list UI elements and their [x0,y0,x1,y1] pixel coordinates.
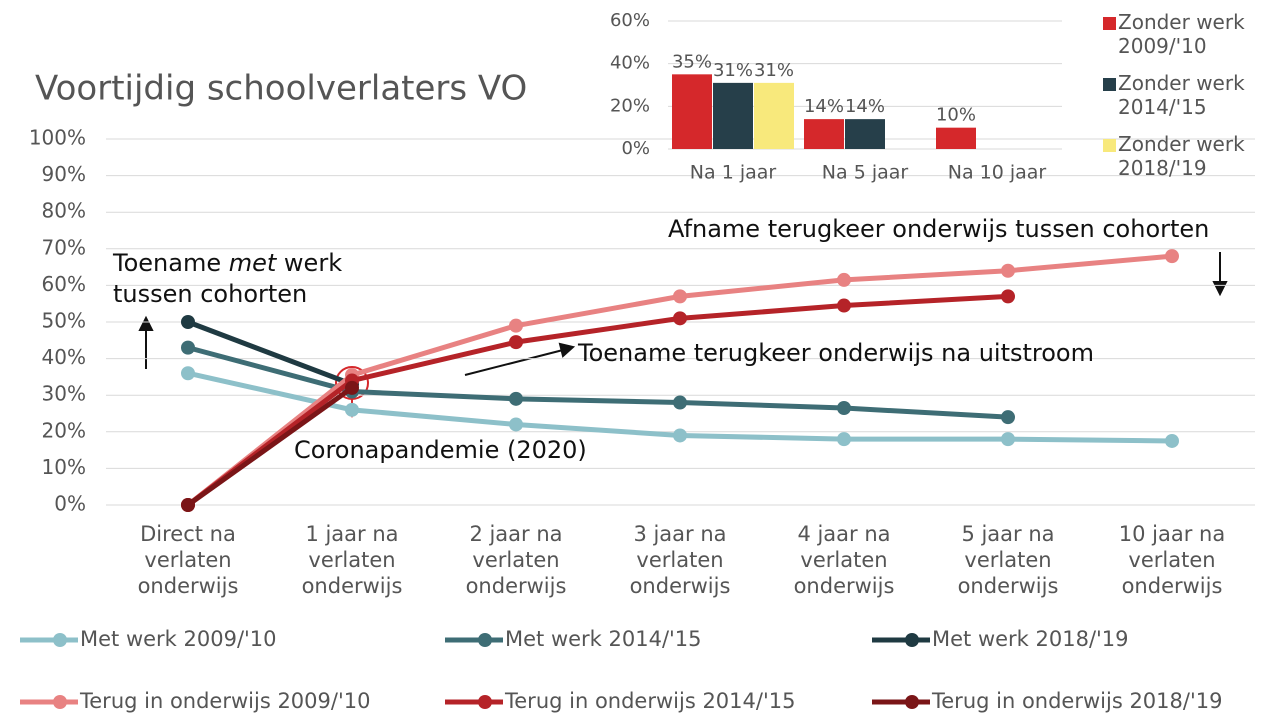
data-point [1001,432,1015,447]
value-label: 31% [713,60,753,81]
legend-label: Met werk 2014/'15 [505,627,702,651]
x-tick-label: 10 jaar na verlaten onderwijs [1118,522,1226,598]
bar [754,82,794,149]
legend-swatch [478,695,492,709]
data-point [509,318,523,333]
annotation: Afname terugkeer onderwijs tussen cohort… [668,215,1210,243]
bar [845,119,885,149]
y-tick-label: 60% [610,10,650,31]
value-label: 14% [845,96,885,117]
data-point [673,428,687,443]
legend-swatch [1103,139,1116,152]
series-line [186,385,354,508]
series-line [187,345,1009,420]
data-point [673,289,687,304]
x-tick-label: 3 jaar na verlaten onderwijs [629,522,731,598]
series-line [186,293,1009,507]
annotation: Toename met werk tussen cohorten [113,248,342,310]
x-tick-label: Na 5 jaar [822,162,909,184]
legend-label: Terug in onderwijs 2014/'15 [504,689,795,713]
bar [804,119,844,149]
legend-swatch [1103,17,1116,30]
chart-title: Voortijdig schoolverlaters VO [35,69,527,109]
x-tick-label: 2 jaar na verlaten onderwijs [465,522,567,598]
annotation-text: met [228,249,277,277]
data-point [1001,263,1015,278]
x-tick-label: Direct na verlaten onderwijs [137,522,239,598]
data-point [1001,289,1015,304]
data-point [837,272,851,287]
value-label: 35% [672,51,712,72]
x-tick-label: Na 10 jaar [948,162,1047,184]
x-tick-label: Na 1 jaar [690,162,777,184]
data-point [673,395,687,410]
legend-label: Met werk 2018/'19 [932,627,1129,651]
annotation-text: Toename [113,249,229,277]
data-point [837,298,851,313]
legend-swatch [1103,78,1116,91]
legend-label: Zonder werk 2009/'10 [1118,10,1245,58]
data-point [837,401,851,416]
data-point [1165,433,1179,448]
legend-label: Met werk 2009/'10 [80,627,277,651]
y-tick-label: 40% [610,53,650,74]
legend-label: Zonder werk 2014/'15 [1118,71,1245,119]
arrows [138,252,1228,376]
bar [672,74,712,149]
data-point [1001,410,1015,425]
y-tick-label: 0% [621,138,650,159]
y-tick-label: 20% [42,418,86,442]
y-tick-label: 40% [42,345,86,369]
data-point [509,391,523,406]
legend-label: Zonder werk 2018/'19 [1118,132,1245,180]
value-label: 31% [754,60,794,81]
y-tick-label: 100% [29,126,86,150]
data-point [837,432,851,447]
annotation-text: werk [276,249,343,277]
data-point [509,417,523,432]
x-tick-label: 4 jaar na verlaten onderwijs [793,522,895,598]
y-tick-label: 70% [42,235,86,259]
y-tick-label: 50% [42,309,86,333]
legend-swatch [53,695,67,709]
y-tick-label: 60% [42,272,86,296]
annotation: Coronapandemie (2020) [294,436,587,464]
data-point [181,340,195,355]
data-point [509,335,523,350]
y-tick-label: 30% [42,382,86,406]
data-point [1165,249,1179,264]
legend-swatch [53,633,67,647]
x-tick-label: 1 jaar na verlaten onderwijs [301,522,403,598]
data-point [345,380,359,395]
legend-label: Terug in onderwijs 2018/'19 [931,689,1222,713]
bar [713,82,753,149]
value-label: 14% [804,96,844,117]
data-point [673,311,687,326]
annotation: Toename terugkeer onderwijs na uitstroom [578,339,1094,367]
data-point [181,498,195,512]
series-line [187,319,353,387]
legend-swatch [478,633,492,647]
y-tick-label: 0% [54,492,86,516]
y-tick-label: 20% [610,95,650,116]
y-tick-label: 80% [42,199,86,223]
legend-swatch [905,695,919,709]
value-label: 10% [936,105,976,126]
y-tick-label: 10% [42,455,86,479]
x-tick-label: 5 jaar na verlaten onderwijs [957,522,1059,598]
data-point [345,402,359,417]
annotation-text: tussen cohorten [113,280,308,308]
data-point [181,366,195,381]
legend-label: Terug in onderwijs 2009/'10 [79,689,370,713]
legend-swatch [905,633,919,647]
y-tick-label: 90% [42,162,86,186]
bar [936,127,976,149]
data-point [181,315,195,329]
